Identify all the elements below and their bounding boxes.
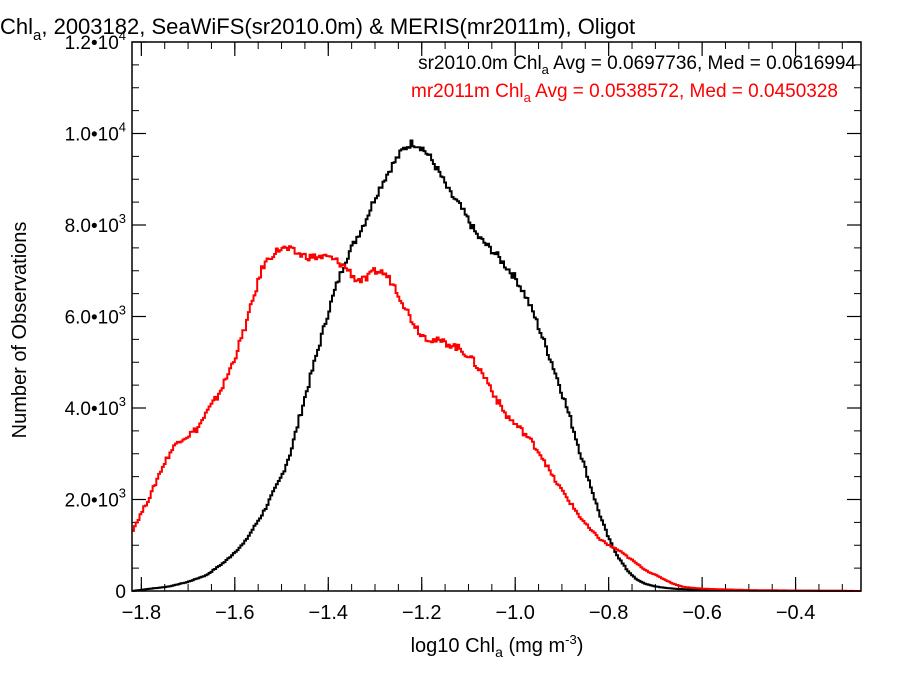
y-tick-label: 8.0•103	[65, 211, 126, 237]
y-tick-label: 4.0•103	[65, 394, 126, 420]
y-tick-label: 2.0•103	[65, 486, 126, 512]
y-tick-label: 6.0•103	[65, 303, 126, 329]
plot-frame	[131, 41, 862, 592]
y-tick-label: 1.2•104	[65, 28, 126, 54]
axis-ticks	[132, 41, 861, 592]
chart-title: Chla, 2003182, SeaWiFS(sr2010.0m) & MERI…	[0, 14, 635, 44]
y-axis-label: Number of Observations	[9, 222, 31, 439]
x-tick-label: −0.8	[589, 602, 628, 624]
legend-entry-mr2011: mr2011m Chla Avg = 0.0538572, Med = 0.04…	[411, 81, 838, 105]
x-tick-label: −1.6	[215, 602, 254, 624]
legend-entry-sr2010: sr2010.0m Chla Avg = 0.0697736, Med = 0.…	[418, 53, 856, 77]
y-tick-label: 0	[115, 582, 126, 603]
x-tick-label: −0.6	[682, 602, 721, 624]
x-axis-label: log10 Chla (mg m-3)	[411, 632, 584, 660]
y-tick-label: 1.0•104	[65, 120, 126, 146]
x-tick-label: −1.0	[495, 602, 534, 624]
series-sr2010.0m	[132, 139, 861, 592]
x-tick-label: −1.4	[309, 602, 348, 624]
x-tick-label: −1.8	[122, 602, 161, 624]
x-tick-label: −0.4	[776, 602, 815, 624]
series-mr2011m	[132, 245, 861, 592]
x-tick-label: −1.2	[402, 602, 441, 624]
tick-labels: −1.8 −1.6 −1.4 −1.2 −1.0 −0.8 −0.6 −0.4 0 2.0•103…	[65, 28, 816, 624]
series-layer	[132, 139, 861, 592]
